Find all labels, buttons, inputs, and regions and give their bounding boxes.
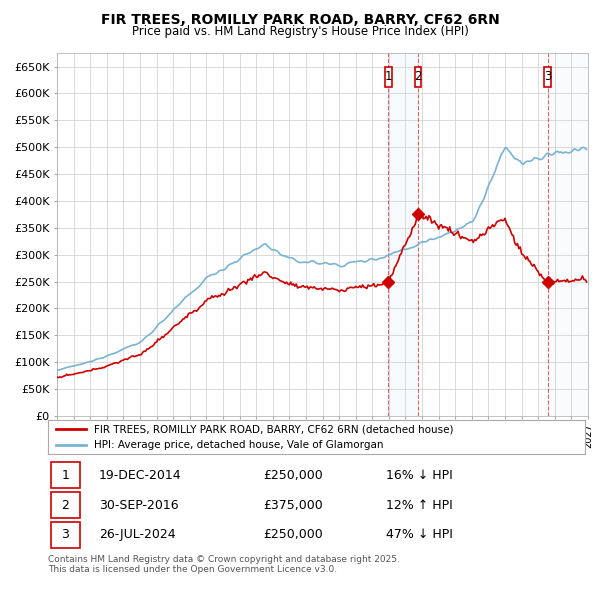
Text: FIR TREES, ROMILLY PARK ROAD, BARRY, CF62 6RN: FIR TREES, ROMILLY PARK ROAD, BARRY, CF6… bbox=[101, 13, 499, 27]
Text: 47% ↓ HPI: 47% ↓ HPI bbox=[386, 529, 453, 542]
Text: 2: 2 bbox=[62, 499, 70, 512]
Text: 16% ↓ HPI: 16% ↓ HPI bbox=[386, 468, 453, 481]
Text: Contains HM Land Registry data © Crown copyright and database right 2025.
This d: Contains HM Land Registry data © Crown c… bbox=[48, 555, 400, 574]
Text: 30-SEP-2016: 30-SEP-2016 bbox=[99, 499, 179, 512]
Bar bbox=[50, 522, 80, 548]
Text: Price paid vs. HM Land Registry's House Price Index (HPI): Price paid vs. HM Land Registry's House … bbox=[131, 25, 469, 38]
Text: 12% ↑ HPI: 12% ↑ HPI bbox=[386, 499, 453, 512]
Bar bbox=[50, 492, 80, 518]
Text: 3: 3 bbox=[544, 70, 551, 83]
Bar bbox=[548, 53, 600, 416]
Bar bbox=[544, 67, 551, 87]
Bar bbox=[385, 67, 392, 87]
Text: 2: 2 bbox=[414, 70, 422, 83]
Bar bbox=[548, 53, 600, 416]
Text: 1: 1 bbox=[62, 468, 70, 481]
Text: £250,000: £250,000 bbox=[263, 529, 323, 542]
Text: 3: 3 bbox=[62, 529, 70, 542]
Bar bbox=[50, 462, 80, 489]
Text: FIR TREES, ROMILLY PARK ROAD, BARRY, CF62 6RN (detached house): FIR TREES, ROMILLY PARK ROAD, BARRY, CF6… bbox=[94, 424, 453, 434]
Text: 19-DEC-2014: 19-DEC-2014 bbox=[99, 468, 182, 481]
Bar bbox=[415, 67, 421, 87]
Text: £250,000: £250,000 bbox=[263, 468, 323, 481]
Text: 26-JUL-2024: 26-JUL-2024 bbox=[99, 529, 176, 542]
Text: 1: 1 bbox=[385, 70, 392, 83]
Text: HPI: Average price, detached house, Vale of Glamorgan: HPI: Average price, detached house, Vale… bbox=[94, 440, 383, 450]
Text: £375,000: £375,000 bbox=[263, 499, 323, 512]
Bar bbox=[388, 53, 418, 416]
